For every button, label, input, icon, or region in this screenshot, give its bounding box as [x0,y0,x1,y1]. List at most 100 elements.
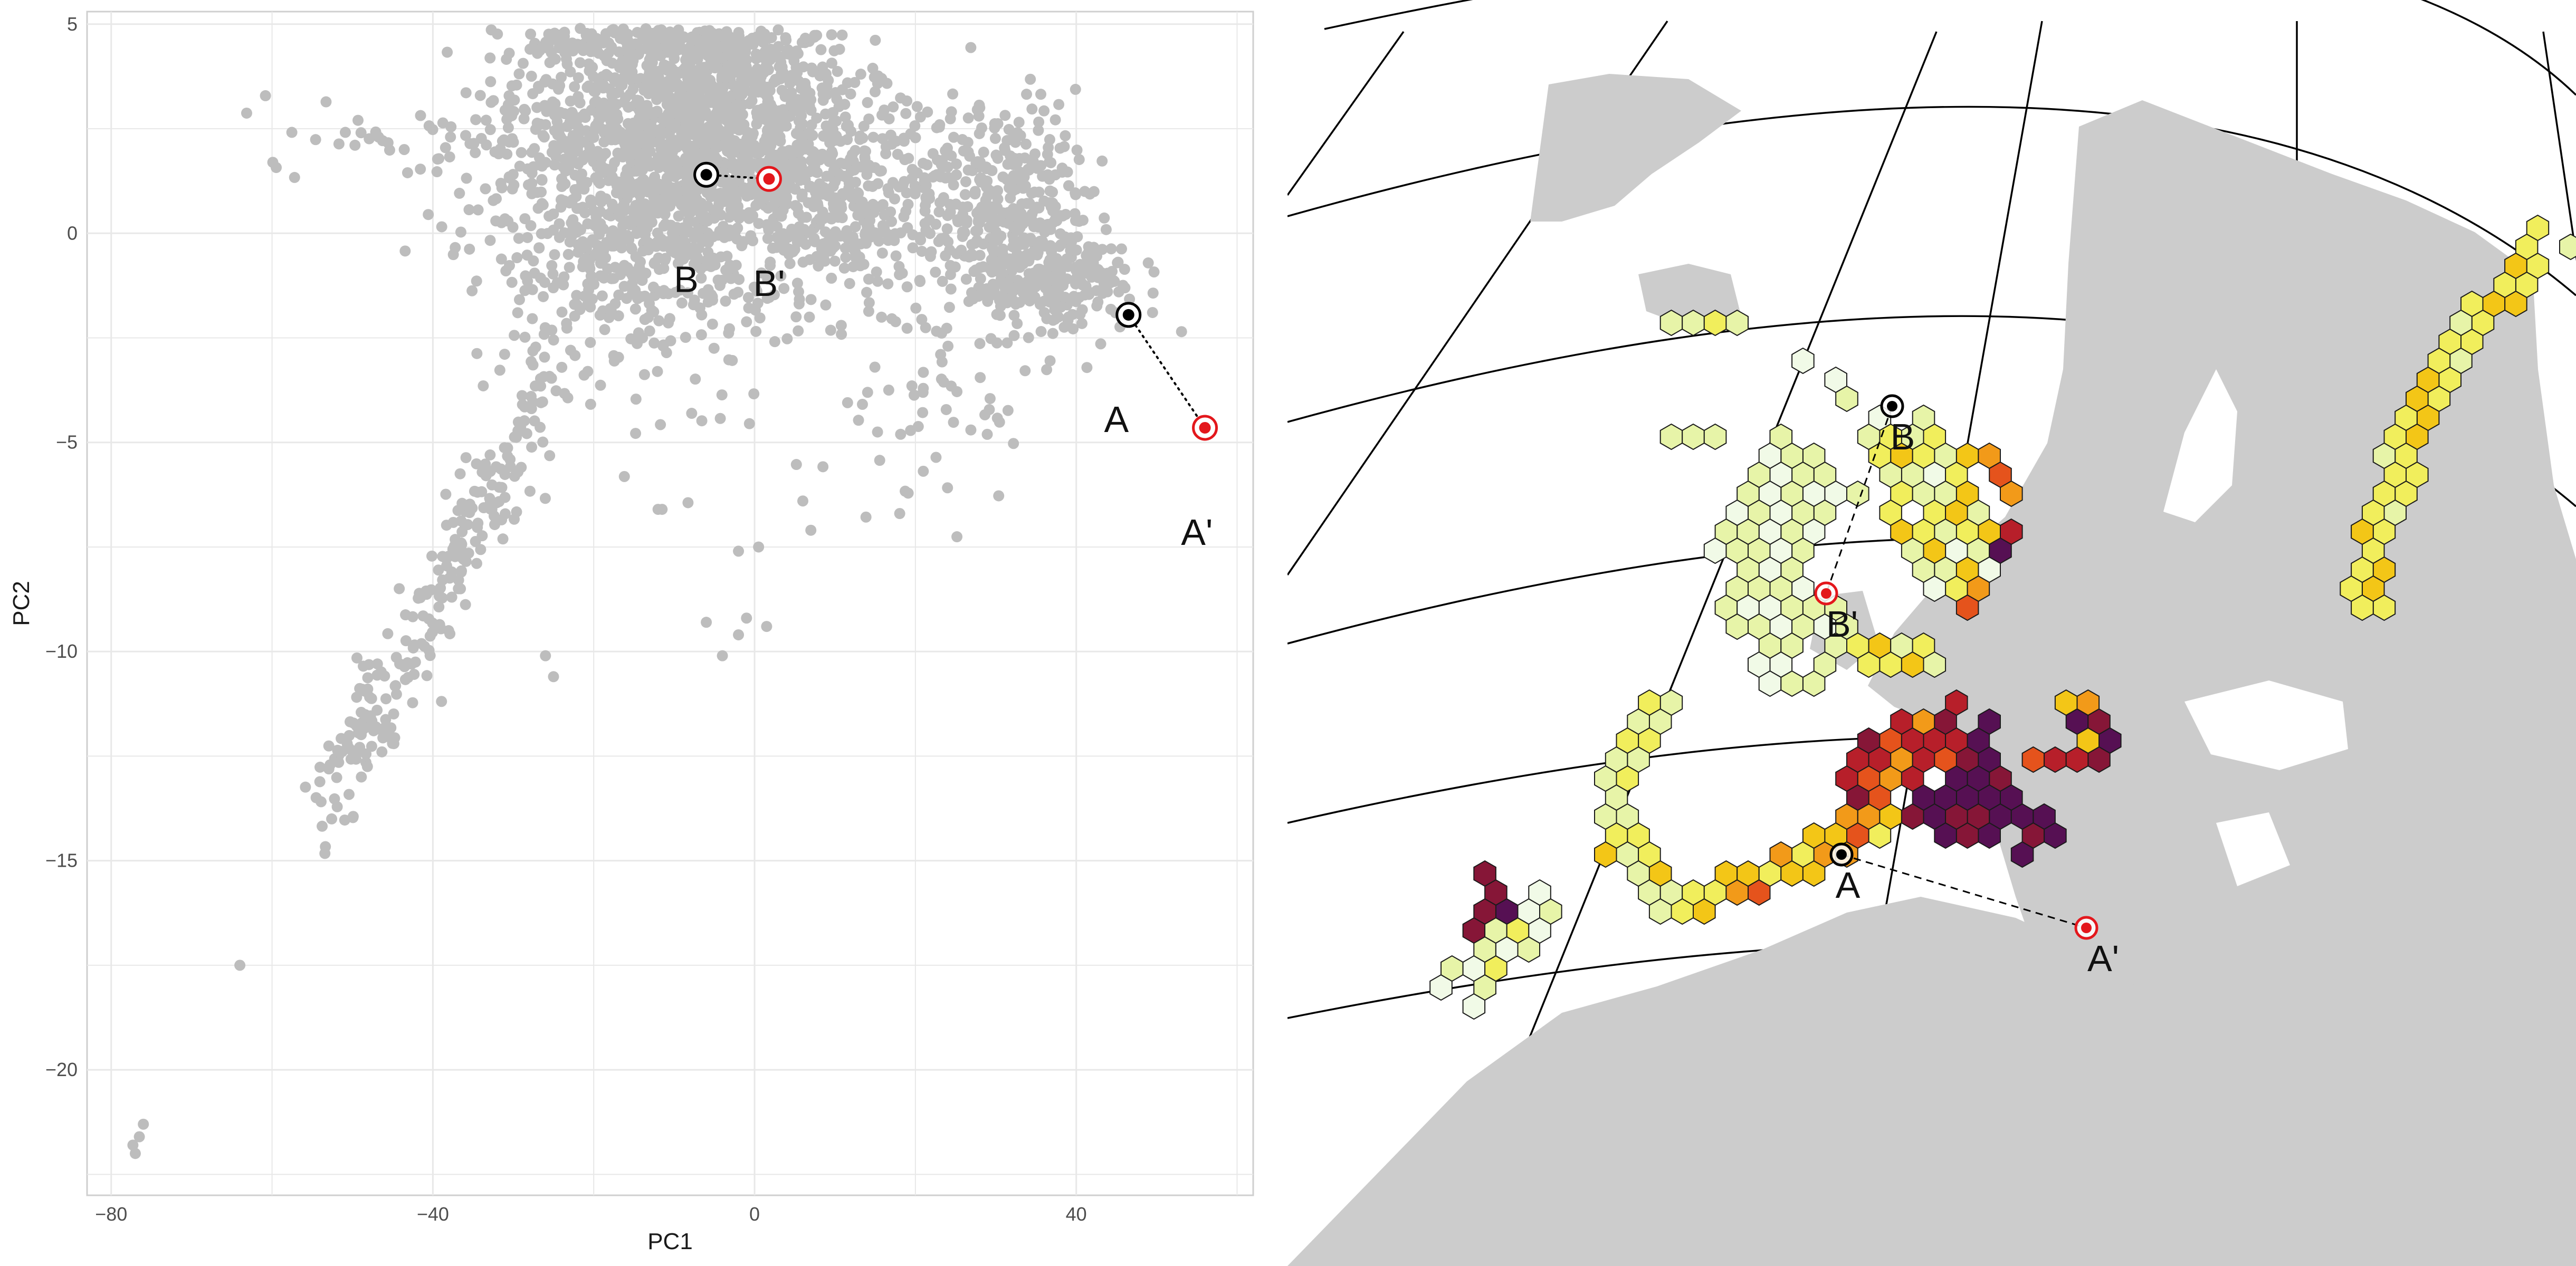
map-marker-label: B [1891,416,1915,457]
data-point [1051,265,1062,276]
data-point [499,104,511,116]
data-point [721,126,733,138]
data-point [761,85,773,97]
data-point [696,102,708,114]
data-point [764,137,776,148]
data-point [489,146,501,158]
data-point [333,138,345,150]
data-point [630,251,642,263]
data-point [1008,203,1019,214]
data-point [493,482,505,493]
data-point [741,612,752,624]
data-point [784,258,796,270]
data-point [331,772,342,783]
data-point [460,599,471,610]
data-point [595,379,606,391]
data-point [638,369,650,380]
hex-cell [1703,537,1727,564]
data-point [1147,306,1158,318]
data-point [1024,295,1036,306]
data-point [414,592,426,603]
data-point [517,57,529,69]
data-point [803,197,814,208]
data-point [496,182,508,194]
data-point [933,121,945,133]
data-point [564,262,575,273]
data-point [515,421,527,433]
data-point [654,180,666,192]
data-point [797,256,809,268]
data-point [385,722,397,734]
data-point [559,26,570,38]
data-point [460,452,472,464]
data-point [641,75,653,87]
marker-label: B [674,258,699,300]
data-point [790,459,802,471]
x-tick-labels: −80 −40 0 40 [95,1203,1087,1225]
data-point [974,338,986,349]
data-point [845,88,856,100]
data-point [779,240,790,252]
data-point [999,110,1011,121]
data-point [702,128,714,139]
data-point [511,252,523,264]
data-point [972,216,984,227]
data-point [445,121,457,132]
data-point [733,629,745,640]
data-point [991,413,1003,424]
data-point [138,1118,149,1130]
data-point [836,329,847,340]
data-point [748,85,759,97]
data-point [1086,271,1098,283]
data-point [672,257,684,269]
data-point [584,141,596,153]
data-point [528,255,539,267]
data-point [541,106,552,117]
data-point [930,452,942,463]
data-point [556,181,568,193]
data-point [647,238,659,250]
y-tick-labels: 5 0 −5 −10 −15 −20 [45,13,78,1080]
data-point [544,450,556,462]
data-point [881,78,893,89]
data-point [761,190,773,202]
data-point [960,273,972,285]
data-point [741,316,752,328]
data-point [690,373,701,385]
data-point [589,40,600,51]
data-point [471,558,482,569]
data-point [805,294,817,305]
data-point [978,200,989,212]
data-point [1096,244,1108,255]
data-point [964,150,976,162]
data-point [1091,300,1103,312]
data-point [668,195,680,206]
data-point [688,93,700,105]
data-point [425,584,437,596]
data-point [609,298,621,310]
data-point [1023,332,1034,343]
data-point [648,191,660,203]
data-point [610,229,622,241]
map-marker-dot [1821,588,1831,599]
data-point [635,196,646,208]
data-point [585,398,596,410]
data-point [791,277,803,289]
data-point [765,44,776,55]
data-point [323,740,335,752]
data-point [415,164,426,175]
data-point [814,178,825,189]
data-point [850,176,861,188]
data-point [689,294,700,306]
data-point [390,651,402,663]
data-point [485,76,497,88]
data-point [559,388,570,399]
data-point [952,214,963,226]
data-point [803,227,815,238]
hex-cell [1693,898,1716,925]
data-point [356,706,367,718]
data-point [463,204,475,216]
data-point [826,57,837,69]
data-point [826,136,837,148]
data-point [800,238,812,250]
